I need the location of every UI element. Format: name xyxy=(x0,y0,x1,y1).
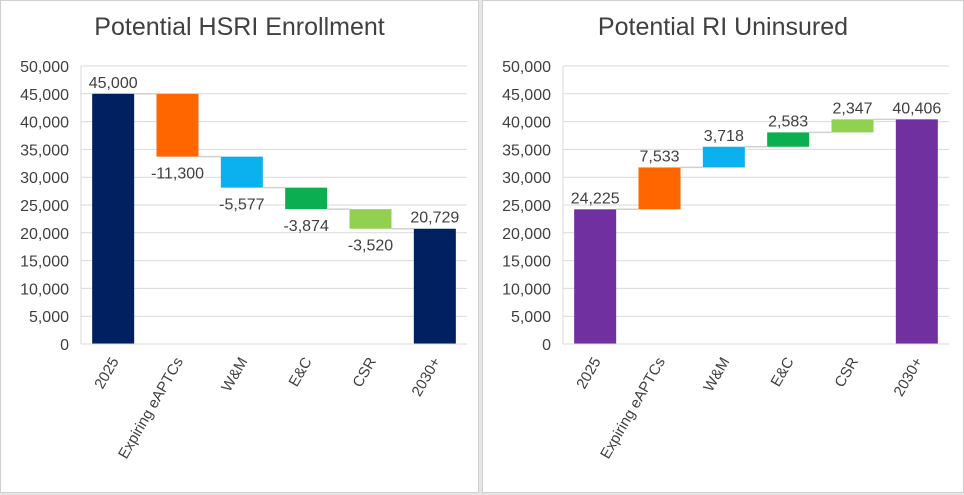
y-tick-label: 0 xyxy=(542,337,551,354)
y-tick-label: 50,000 xyxy=(502,59,551,76)
data-label: 45,000 xyxy=(89,75,138,92)
x-tick-label: 2030+ xyxy=(409,354,445,399)
x-tick-label: CSR xyxy=(349,354,380,390)
y-tick-label: 10,000 xyxy=(502,281,551,298)
bar-2025 xyxy=(574,209,617,344)
data-label: 2,583 xyxy=(768,113,808,130)
y-tick-label: 0 xyxy=(60,337,69,354)
bar-csr xyxy=(831,119,874,133)
hsri-waterfall-chart: 0 5,000 10,000 15,000 20,000 25,000 30,000 35,0… xyxy=(20,59,467,462)
data-label: -3,874 xyxy=(283,218,328,235)
bar-w-m xyxy=(220,156,263,188)
data-label: 40,406 xyxy=(892,100,941,117)
y-tick-label: 40,000 xyxy=(502,115,551,132)
x-tick-label: 2025 xyxy=(573,355,604,392)
y-tick-label: 20,000 xyxy=(20,226,69,243)
x-tick-label: W&M xyxy=(218,355,251,395)
x-tick-label: W&M xyxy=(700,355,733,395)
chart-title: Potential RI Uninsured xyxy=(597,13,849,41)
data-label: 24,225 xyxy=(571,190,620,207)
bar-expiring-eaptcs xyxy=(156,93,199,157)
data-label: 2,347 xyxy=(832,100,872,117)
y-tick-label: 5,000 xyxy=(511,309,551,326)
hsri-enrollment-chart-panel: Potential HSRI Enrollment 0 5,000 10,000 15… xyxy=(0,0,479,493)
y-tick-label: 30,000 xyxy=(502,170,551,187)
y-tick-label: 20,000 xyxy=(502,226,551,243)
data-label: 20,729 xyxy=(410,210,459,227)
chart-title: Potential HSRI Enrollment xyxy=(94,13,385,41)
x-tick-label: E&C xyxy=(767,354,797,389)
bar-2030- xyxy=(895,119,938,344)
y-tick-label: 45,000 xyxy=(20,87,69,104)
data-label: -3,520 xyxy=(348,238,393,255)
y-tick-label: 15,000 xyxy=(20,254,69,271)
bar-e-c xyxy=(285,187,328,210)
data-label: -5,577 xyxy=(219,197,264,214)
bar-csr xyxy=(349,209,392,229)
y-tick-label: 5,000 xyxy=(29,309,69,326)
y-tick-label: 40,000 xyxy=(20,115,69,132)
ri-uninsured-waterfall-chart: 0 5,000 10,000 15,000 20,000 25,000 30,000 35,0… xyxy=(502,59,949,462)
x-tick-label: 2025 xyxy=(91,355,122,392)
bar-2030- xyxy=(413,228,456,344)
y-tick-label: 25,000 xyxy=(20,198,69,215)
y-tick-label: 30,000 xyxy=(20,170,69,187)
y-tick-label: 35,000 xyxy=(20,142,69,159)
bar-w-m xyxy=(702,146,745,168)
x-tick-label: Expiring eAPTCs xyxy=(115,355,187,462)
y-tick-label: 25,000 xyxy=(502,198,551,215)
y-tick-label: 35,000 xyxy=(502,142,551,159)
x-tick-label: CSR xyxy=(831,354,862,390)
x-tick-label: Expiring eAPTCs xyxy=(597,355,669,462)
x-tick-label: 2030+ xyxy=(891,354,927,399)
y-tick-label: 50,000 xyxy=(20,59,69,76)
y-tick-label: 45,000 xyxy=(502,87,551,104)
data-label: 7,533 xyxy=(639,148,679,165)
x-tick-label: E&C xyxy=(285,354,315,389)
y-tick-label: 15,000 xyxy=(502,254,551,271)
data-label: 3,718 xyxy=(704,128,744,145)
bar-e-c xyxy=(767,132,810,147)
bar-expiring-eaptcs xyxy=(638,167,681,210)
bar-2025 xyxy=(92,93,135,344)
data-label: -11,300 xyxy=(151,166,204,183)
ri-uninsured-chart-panel: Potential RI Uninsured 0 5,000 10,000 15,00… xyxy=(482,0,964,493)
y-tick-label: 10,000 xyxy=(20,281,69,298)
